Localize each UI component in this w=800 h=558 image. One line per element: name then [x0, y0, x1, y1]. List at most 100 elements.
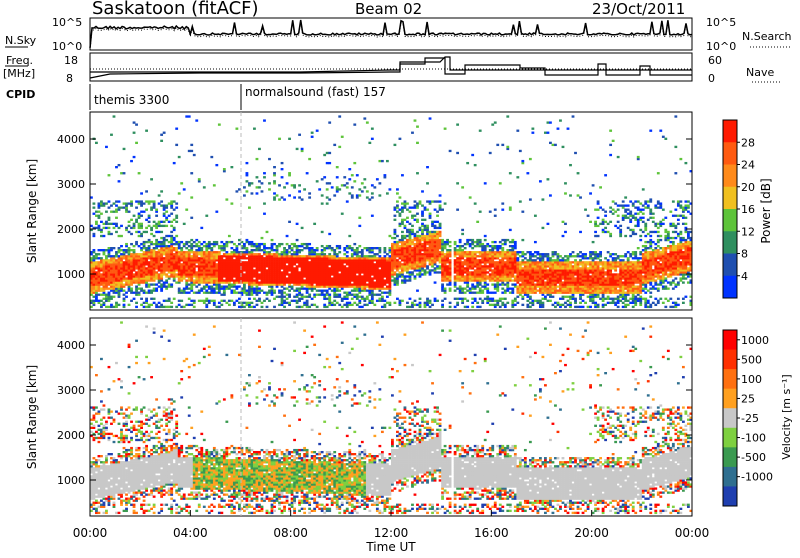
heatmap-cell	[416, 245, 419, 247]
heatmap-cell	[494, 241, 497, 243]
heatmap-cell	[421, 249, 424, 251]
heatmap-cell	[158, 223, 161, 225]
heatmap-cell	[519, 285, 522, 287]
heatmap-cell	[348, 261, 351, 263]
heatmap-cell	[93, 275, 96, 277]
heatmap-cell	[441, 304, 444, 306]
heatmap-cell	[210, 257, 213, 259]
heatmap-cell	[394, 215, 397, 217]
heatmap-cell	[115, 269, 118, 271]
heatmap-cell	[190, 245, 193, 247]
heatmap-cell	[163, 132, 166, 134]
heatmap-cell	[160, 245, 163, 247]
heatmap-cell	[544, 261, 547, 263]
heatmap-cell	[504, 283, 507, 285]
heatmap-cell	[491, 273, 494, 275]
heatmap-cell	[426, 239, 429, 241]
heatmap-cell	[258, 249, 261, 251]
heatmap-cell	[521, 283, 524, 285]
heatmap-cell	[291, 261, 294, 263]
heatmap-cell	[143, 257, 146, 259]
heatmap-cell	[298, 245, 301, 247]
heatmap-cell	[456, 298, 459, 300]
heatmap-cell	[531, 132, 534, 134]
heatmap-cell	[351, 249, 354, 251]
heatmap-cell	[396, 255, 399, 257]
heatmap-cell	[203, 245, 206, 247]
heatmap-cell	[190, 277, 193, 279]
heatmap-cell	[343, 273, 346, 275]
heatmap-cell	[321, 255, 324, 257]
heatmap-cell	[539, 265, 542, 267]
heatmap-cell	[235, 247, 238, 249]
heatmap-cell	[351, 269, 354, 271]
heatmap-cell	[414, 277, 417, 279]
heatmap-cell	[509, 265, 512, 267]
heatmap-cell	[98, 300, 101, 302]
heatmap-cell	[256, 158, 259, 160]
heatmap-cell	[516, 271, 519, 273]
heatmap-cell	[93, 281, 96, 283]
heatmap-cell	[190, 172, 193, 174]
heatmap-cell	[248, 259, 251, 261]
heatmap-cell	[235, 288, 238, 290]
heatmap-cell	[521, 267, 524, 269]
heatmap-cell	[235, 249, 238, 251]
heatmap-cell	[336, 285, 339, 287]
heatmap-cell	[145, 261, 148, 263]
heatmap-cell	[108, 249, 111, 251]
heatmap-cell	[542, 273, 545, 275]
heatmap-cell	[130, 288, 133, 290]
heatmap-cell	[95, 223, 98, 225]
heatmap-cell	[190, 271, 193, 273]
heatmap-cell	[328, 245, 331, 247]
heatmap-cell	[386, 261, 389, 263]
heatmap-cell	[414, 247, 417, 249]
heatmap-cell	[511, 261, 514, 263]
heatmap-cell	[444, 277, 447, 279]
heatmap-cell	[471, 298, 474, 300]
heatmap-cell	[190, 279, 193, 281]
heatmap-cell	[381, 279, 384, 281]
heatmap-cell	[376, 277, 379, 279]
heatmap-cell	[95, 257, 98, 259]
heatmap-cell	[261, 259, 264, 261]
heatmap-cell	[454, 247, 457, 249]
heatmap-cell	[268, 257, 271, 259]
heatmap-cell	[421, 223, 424, 225]
heatmap-cell	[444, 255, 447, 257]
heatmap-cell	[406, 229, 409, 231]
heatmap-cell	[361, 288, 364, 290]
heatmap-cell	[536, 269, 539, 271]
heatmap-cell	[248, 182, 251, 184]
heatmap-cell	[514, 300, 517, 302]
heatmap-cell	[346, 277, 349, 279]
heatmap-cell	[446, 283, 449, 285]
heatmap-cell	[368, 261, 371, 263]
heatmap-cell	[534, 261, 537, 263]
heatmap-cell	[511, 283, 514, 285]
heatmap-cell	[160, 190, 163, 192]
heatmap-cell	[223, 263, 226, 265]
heatmap-cell	[160, 140, 163, 142]
heatmap-cell	[446, 249, 449, 251]
heatmap-cell	[205, 283, 208, 285]
heatmap-cell	[416, 257, 419, 259]
heatmap-cell	[564, 283, 567, 285]
heatmap-cell	[353, 123, 356, 125]
heatmap-cell	[524, 267, 527, 269]
heatmap-cell	[542, 277, 545, 279]
heatmap-cell	[268, 283, 271, 285]
heatmap-cell	[552, 261, 555, 263]
heatmap-cell	[293, 269, 296, 271]
heatmap-cell	[140, 200, 143, 202]
heatmap-cell	[479, 269, 482, 271]
heatmap-cell	[429, 243, 432, 245]
heatmap-cell	[328, 288, 331, 290]
heatmap-cell	[521, 279, 524, 281]
heatmap-cell	[195, 281, 198, 283]
heatmap-cell	[343, 257, 346, 259]
heatmap-cell	[123, 172, 126, 174]
heatmap-cell	[399, 255, 402, 257]
heatmap-cell	[474, 265, 477, 267]
